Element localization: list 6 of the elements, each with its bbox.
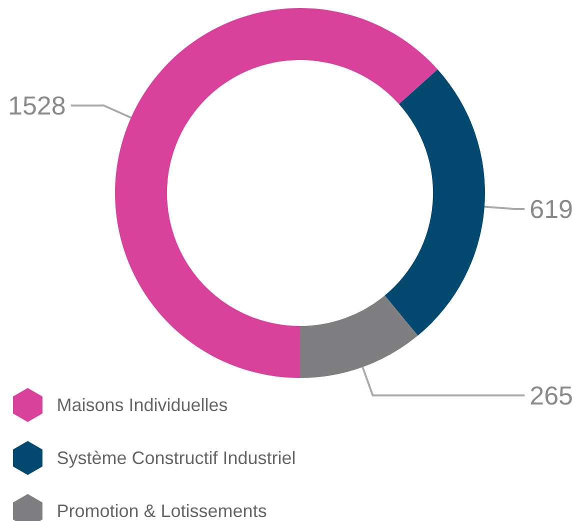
legend-label: Système Constructif Industriel bbox=[56, 448, 296, 468]
data-label: 619 bbox=[530, 194, 573, 224]
legend-label: Maisons Individuelles bbox=[56, 395, 228, 415]
legend-label: Promotion & Lotissements bbox=[56, 501, 267, 521]
data-label: 1528 bbox=[8, 90, 66, 120]
data-label: 265 bbox=[530, 380, 573, 410]
